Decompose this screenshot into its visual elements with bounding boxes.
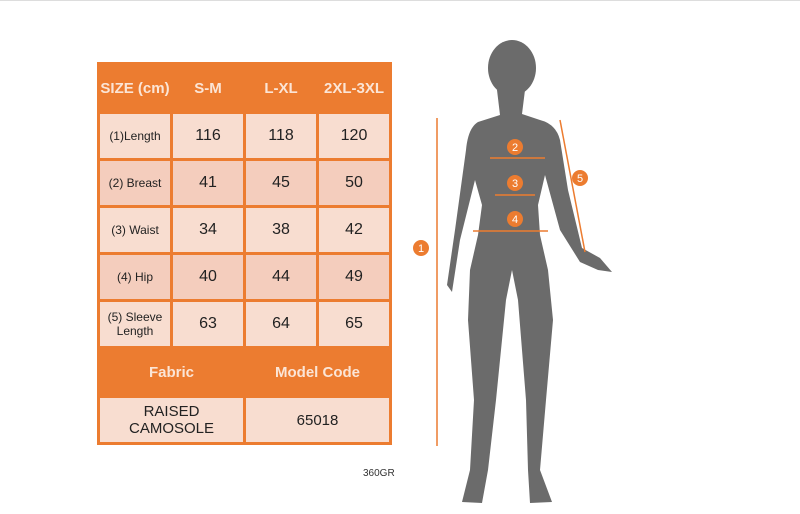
cell: 44 xyxy=(243,252,319,302)
cell: 49 xyxy=(316,252,392,302)
table-row: (3) Waist 34 38 42 xyxy=(97,205,392,255)
cell: 40 xyxy=(170,252,246,302)
cell: 118 xyxy=(243,111,319,161)
model-code-value: 65018 xyxy=(243,395,392,445)
info-header-row: Fabric Model Code xyxy=(97,346,392,398)
cell: 116 xyxy=(170,111,246,161)
weight-note: 360GR xyxy=(363,468,395,479)
table-row: (2) Breast 41 45 50 xyxy=(97,158,392,208)
row-label: (4) Hip xyxy=(97,252,173,302)
marker-1: 1 xyxy=(418,243,424,255)
cell: 34 xyxy=(170,205,246,255)
cell: 41 xyxy=(170,158,246,208)
cell: 65 xyxy=(316,299,392,349)
sleeve-line xyxy=(559,119,586,253)
table-row: (1)Length 116 118 120 xyxy=(97,111,392,161)
row-label: (3) Waist xyxy=(97,205,173,255)
cell: 38 xyxy=(243,205,319,255)
row-label: (1)Length xyxy=(97,111,173,161)
size-chart-table: SIZE (cm) S-M L-XL 2XL-3XL (1)Length 116 1… xyxy=(97,62,392,445)
marker-5: 5 xyxy=(577,173,583,185)
cell: 50 xyxy=(316,158,392,208)
cell: 42 xyxy=(316,205,392,255)
cell: 45 xyxy=(243,158,319,208)
header-l-xl: L-XL xyxy=(243,62,319,114)
fabric-value: RAISED CAMOSOLE xyxy=(97,395,246,445)
model-code-label: Model Code xyxy=(243,346,392,398)
top-divider xyxy=(0,0,800,1)
fabric-label: Fabric xyxy=(97,346,246,398)
silhouette xyxy=(447,40,612,503)
marker-2: 2 xyxy=(512,142,518,154)
cell: 120 xyxy=(316,111,392,161)
marker-3: 3 xyxy=(512,178,518,190)
row-label: (2) Breast xyxy=(97,158,173,208)
cell: 64 xyxy=(243,299,319,349)
cell: 63 xyxy=(170,299,246,349)
table-row: (4) Hip 40 44 49 xyxy=(97,252,392,302)
header-s-m: S-M xyxy=(170,62,246,114)
marker-4: 4 xyxy=(512,214,518,226)
row-label: (5) Sleeve Length xyxy=(97,299,173,349)
header-2xl-3xl: 2XL-3XL xyxy=(316,62,392,114)
table-row: (5) Sleeve Length 63 64 65 xyxy=(97,299,392,349)
info-row: RAISED CAMOSOLE 65018 xyxy=(97,395,392,445)
header-row: SIZE (cm) S-M L-XL 2XL-3XL xyxy=(97,62,392,114)
header-size: SIZE (cm) xyxy=(97,62,173,114)
